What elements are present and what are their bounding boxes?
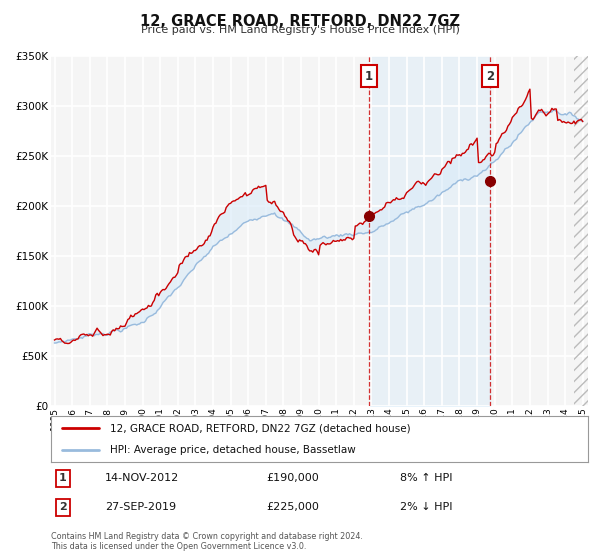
Text: £190,000: £190,000	[266, 473, 319, 483]
Text: 1: 1	[59, 473, 67, 483]
Text: £225,000: £225,000	[266, 502, 319, 512]
Text: 8% ↑ HPI: 8% ↑ HPI	[400, 473, 452, 483]
Text: 1: 1	[365, 69, 373, 82]
Text: Price paid vs. HM Land Registry's House Price Index (HPI): Price paid vs. HM Land Registry's House …	[140, 25, 460, 35]
Text: 2: 2	[59, 502, 67, 512]
Bar	[574, 56, 592, 406]
Text: 2% ↓ HPI: 2% ↓ HPI	[400, 502, 452, 512]
Text: 12, GRACE ROAD, RETFORD, DN22 7GZ (detached house): 12, GRACE ROAD, RETFORD, DN22 7GZ (detac…	[110, 423, 410, 433]
Text: HPI: Average price, detached house, Bassetlaw: HPI: Average price, detached house, Bass…	[110, 445, 356, 455]
Text: 12, GRACE ROAD, RETFORD, DN22 7GZ: 12, GRACE ROAD, RETFORD, DN22 7GZ	[140, 14, 460, 29]
Text: 27-SEP-2019: 27-SEP-2019	[105, 502, 176, 512]
Text: 14-NOV-2012: 14-NOV-2012	[105, 473, 179, 483]
Text: Contains HM Land Registry data © Crown copyright and database right 2024.
This d: Contains HM Land Registry data © Crown c…	[51, 532, 363, 552]
Text: 2: 2	[486, 69, 494, 82]
